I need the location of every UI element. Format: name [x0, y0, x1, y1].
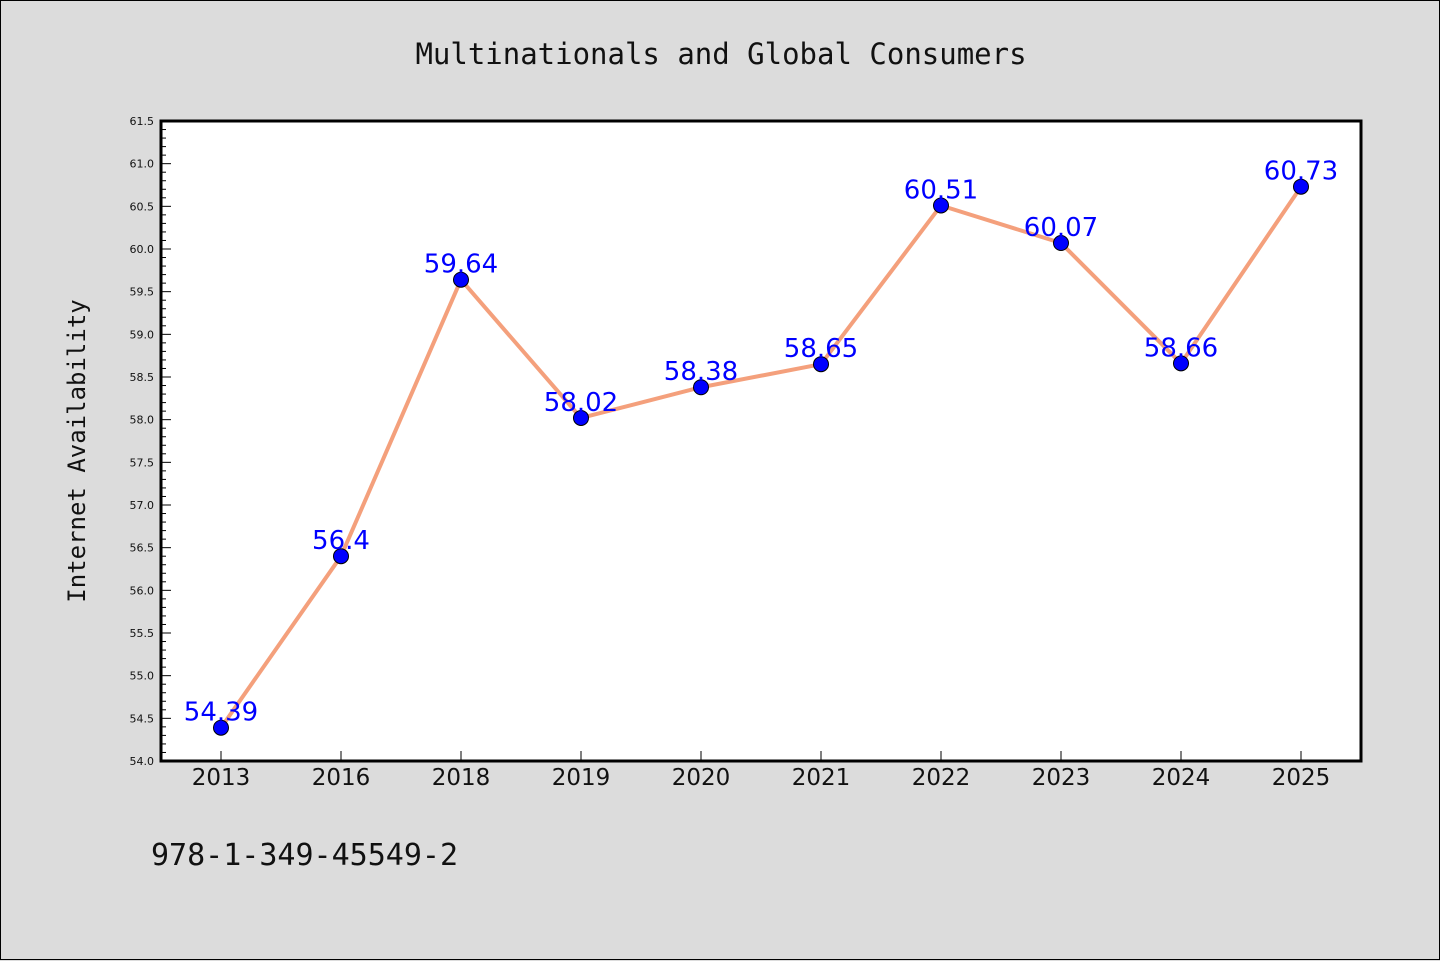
y-tick-label: 58.5	[130, 371, 155, 384]
x-tick-label: 2019	[552, 765, 611, 791]
x-tick-label: 2023	[1032, 765, 1091, 791]
y-tick-label: 56.0	[130, 584, 155, 597]
data-point	[1293, 178, 1309, 195]
x-tick-label: 2018	[432, 765, 491, 791]
data-label: 58.66	[1144, 333, 1218, 363]
y-tick-label: 57.0	[130, 499, 155, 512]
plot-frame	[159, 119, 1363, 763]
data-label: 58.38	[664, 357, 738, 387]
data-label: 56.4	[312, 526, 370, 556]
x-tick-label: 2021	[792, 765, 851, 791]
data-point	[333, 548, 349, 565]
data-label: 58.65	[784, 334, 858, 364]
y-axis-label: Internet Availability	[63, 299, 91, 602]
data-label: 60.73	[1264, 157, 1338, 187]
x-tick-label: 2024	[1152, 765, 1211, 791]
y-tick-label: 57.5	[130, 456, 155, 469]
data-point	[813, 356, 829, 373]
y-tick-label: 54.5	[130, 712, 155, 725]
series-line	[219, 184, 1303, 730]
y-tick-label: 55.0	[130, 670, 155, 683]
y-tick-label: 61.5	[130, 115, 155, 128]
x-tick-label: 2025	[1272, 765, 1331, 791]
x-tick-label: 2016	[312, 765, 371, 791]
footnote-isbn: 978-1-349-45549-2	[151, 838, 458, 873]
x-axis-ticks: 2013 2016 2018 2019 2020 2021 2022 2023 2024 2025	[192, 751, 1331, 791]
x-tick-label: 2022	[912, 765, 971, 791]
series-layer: 54.39 56.4 59.64 58.02 58.38 58.65 60.51 60.07 5…	[184, 157, 1338, 736]
y-tick-label: 55.5	[130, 627, 155, 640]
data-point	[933, 197, 949, 214]
y-tick-label: 60.5	[130, 200, 155, 213]
y-tick-label: 56.5	[130, 542, 155, 555]
y-tick-label: 60.0	[130, 243, 155, 256]
y-tick-label: 58.0	[130, 414, 155, 427]
y-axis-ticks: 54.0 54.5 55.0 55.5 56.0 56.5 57.0 57.5 58.0 58.5…	[130, 115, 171, 768]
x-tick-label: 2013	[192, 765, 251, 791]
chart-title: Multinationals and Global Consumers	[415, 37, 1026, 71]
data-point	[1053, 235, 1069, 252]
data-point	[453, 271, 469, 288]
data-label: 60.07	[1024, 213, 1098, 243]
y-tick-label: 61.0	[130, 158, 155, 171]
data-point	[693, 379, 709, 396]
data-label: 54.39	[184, 698, 258, 728]
data-label: 59.64	[424, 250, 498, 280]
plot-area	[161, 121, 1361, 761]
y-tick-label: 54.0	[130, 755, 155, 768]
data-label: 60.51	[904, 175, 978, 205]
y-tick-label: 59.0	[130, 328, 155, 341]
x-tick-label: 2020	[672, 765, 731, 791]
data-point	[1173, 355, 1189, 372]
data-point	[213, 719, 229, 736]
data-point	[573, 409, 589, 426]
data-label: 58.02	[544, 388, 618, 418]
y-tick-label: 59.5	[130, 286, 155, 299]
